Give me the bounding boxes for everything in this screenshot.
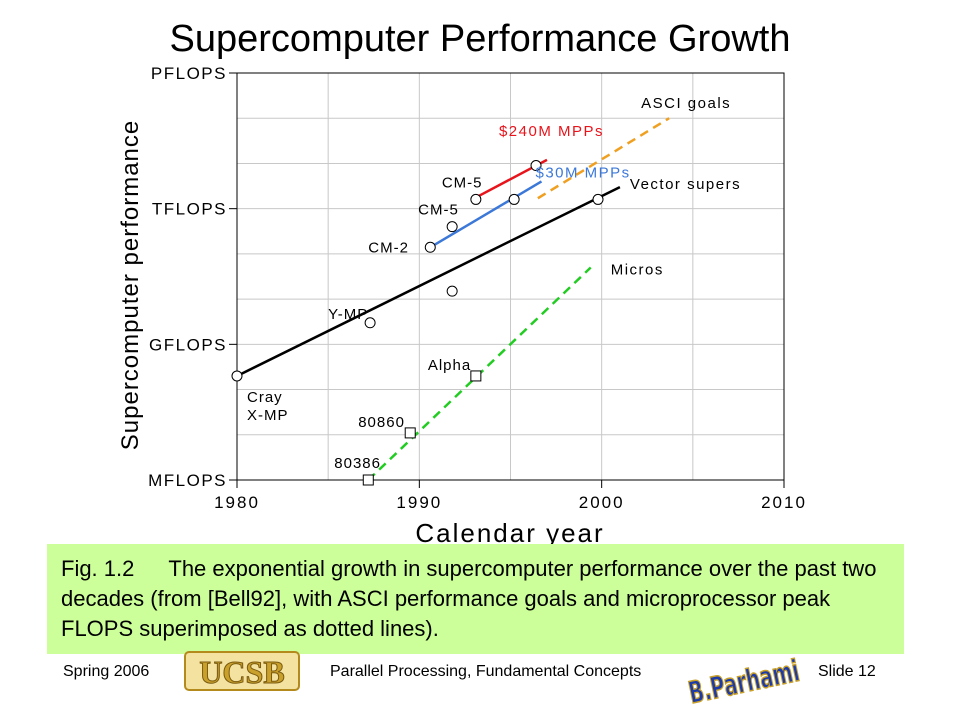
y-tick-label: PFLOPS (151, 64, 227, 83)
y-tick-label: MFLOPS (148, 471, 227, 490)
point-label: Y-MP (328, 306, 368, 323)
data-point-circle (446, 285, 458, 297)
point-label: 80386 (334, 455, 381, 472)
point-label: CM-2 (368, 239, 409, 256)
data-point-square (470, 370, 482, 382)
chart-grid (237, 73, 784, 480)
figure-caption: Fig. 1.2 The exponential growth in superc… (47, 544, 904, 654)
data-point-circle (508, 193, 520, 205)
x-axis-title: Calendar year (415, 518, 604, 545)
svg-text:UCSB: UCSB (199, 654, 284, 690)
point-label: Cray (247, 389, 283, 406)
axis-ticks: 1980 1990 2000 2010 MFLOPS GFLOPS TFLOPS PFLOPS (148, 64, 807, 512)
svg-text:B.Parhami: B.Parhami (686, 654, 803, 710)
y-axis-title: Supercomputer performance (117, 120, 144, 450)
x-tick-label: 2000 (579, 493, 625, 512)
footer-semester: Spring 2006 (63, 663, 150, 680)
data-point-circle (364, 317, 376, 329)
point-label: X-MP (247, 407, 289, 424)
series-label-vector: Vector supers (630, 176, 741, 193)
series-label-asci: ASCI goals (641, 95, 731, 112)
data-markers (231, 160, 604, 486)
point-label: 80860 (358, 414, 405, 431)
data-point-circle (424, 241, 436, 253)
footer-slide-number: Slide 12 (818, 663, 876, 680)
data-point-square (404, 427, 416, 439)
series-line-vector (236, 185, 621, 378)
author-logo: B.Parhami (685, 653, 803, 710)
slide-title: Supercomputer Performance Growth (169, 18, 791, 60)
series-line-asci (537, 117, 670, 200)
series-labels: Vector supers $240M MPPs $30M MPPs ASCI goa… (499, 95, 741, 279)
caption-text: The exponential growth in supercomputer … (61, 556, 877, 641)
plot-area (236, 72, 785, 481)
x-tick-label: 1990 (396, 493, 442, 512)
series-label-mpp_240m: $240M MPPs (499, 123, 604, 140)
data-point-circle (592, 193, 604, 205)
ucsb-logo: UCSB (184, 651, 300, 691)
data-point-circle (470, 193, 482, 205)
data-point-circle (530, 160, 542, 172)
data-point-square (362, 474, 374, 486)
series-label-micros: Micros (611, 262, 664, 279)
point-label: CM-5 (418, 202, 459, 219)
data-point-circle (231, 370, 243, 382)
data-point-circle (446, 221, 458, 233)
caption-figure-number: Fig. 1.2 (61, 556, 135, 581)
y-tick-label: GFLOPS (149, 335, 227, 354)
footer-course-title: Parallel Processing, Fundamental Concept… (330, 663, 642, 680)
point-label: Alpha (428, 357, 471, 374)
y-tick-label: TFLOPS (152, 200, 227, 219)
performance-chart: 1980 1990 2000 2010 MFLOPS GFLOPS TFLOPS PFLOPS… (117, 64, 807, 545)
series-label-mpp_30m: $30M MPPs (535, 164, 630, 181)
point-label: CM-5 (442, 174, 483, 191)
x-tick-label: 1980 (214, 493, 260, 512)
x-tick-label: 2010 (761, 493, 807, 512)
series-line-mpp_30m (429, 180, 543, 249)
